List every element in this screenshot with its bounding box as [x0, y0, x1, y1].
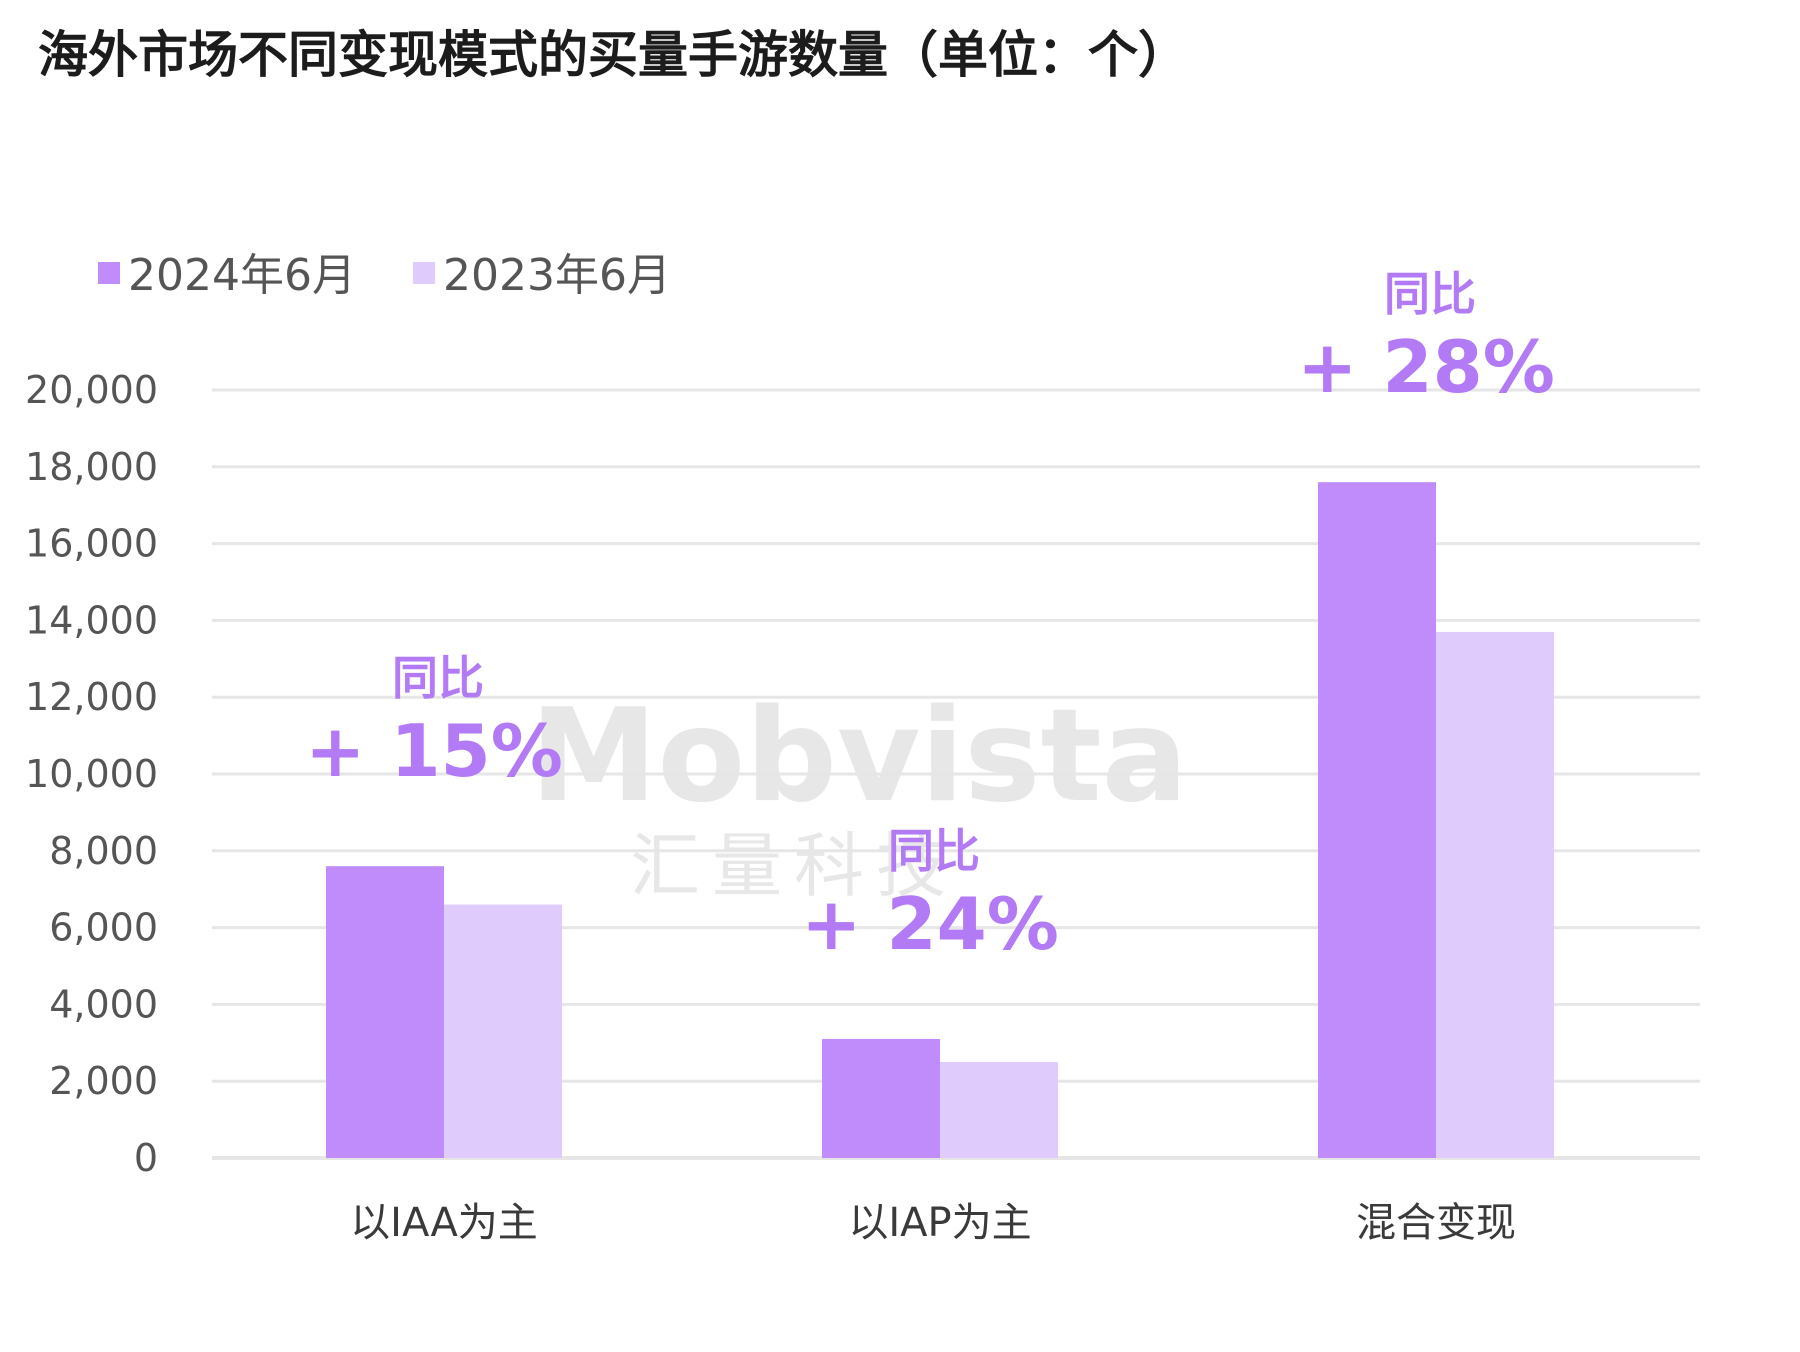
legend: 2024年6月 2023年6月	[98, 250, 671, 301]
watermark: Mobvista 汇量科技	[530, 682, 1188, 907]
bars	[326, 482, 1554, 1158]
legend-label: 2023年6月	[443, 250, 671, 301]
y-tick-label: 8,000	[49, 829, 158, 873]
y-tick-label: 0	[134, 1136, 158, 1180]
y-tick-label: 6,000	[49, 906, 158, 950]
y-tick-label: 14,000	[25, 598, 158, 642]
x-category-label: 以IAA为主	[350, 1200, 538, 1246]
bar-series-2	[1436, 631, 1554, 1158]
yoy-annotations: 同比+ 15%同比+ 24%同比+ 28%	[305, 267, 1555, 966]
y-tick-label: 10,000	[25, 752, 158, 796]
bar-series-2	[940, 1062, 1058, 1158]
yoy-label: 同比	[392, 651, 484, 705]
y-tick-label: 2,000	[49, 1059, 158, 1103]
yoy-value: + 24%	[801, 882, 1059, 966]
x-category-label: 以IAP为主	[848, 1200, 1031, 1246]
legend-swatch	[413, 262, 435, 284]
y-tick-label: 18,000	[25, 445, 158, 489]
bar-series-1	[1318, 482, 1436, 1158]
y-tick-label: 16,000	[25, 522, 158, 566]
yoy-value: + 15%	[305, 709, 563, 793]
yoy-label: 同比	[888, 824, 980, 878]
yoy-value: + 28%	[1297, 325, 1555, 409]
watermark-chinese: 汇量科技	[630, 825, 958, 907]
x-category-label: 混合变现	[1356, 1200, 1516, 1246]
y-tick-label: 4,000	[49, 982, 158, 1026]
watermark-latin: Mobvista	[530, 682, 1188, 831]
y-axis-ticks: 0 2,000 4,000 6,000 8,000 10,000 12,000 14,000 1…	[25, 368, 158, 1180]
chart-title: 海外市场不同变现模式的买量手游数量（单位：个）	[38, 26, 1188, 84]
legend-swatch	[98, 262, 120, 284]
x-axis-labels: 以IAA为主 以IAP为主 混合变现	[350, 1200, 1516, 1246]
bar-series-2	[444, 904, 562, 1158]
bar-series-1	[822, 1038, 940, 1158]
yoy-label: 同比	[1384, 267, 1476, 321]
y-tick-label: 12,000	[25, 675, 158, 719]
bar-series-1	[326, 866, 444, 1158]
y-tick-label: 20,000	[25, 368, 158, 412]
legend-label: 2024年6月	[128, 250, 356, 301]
